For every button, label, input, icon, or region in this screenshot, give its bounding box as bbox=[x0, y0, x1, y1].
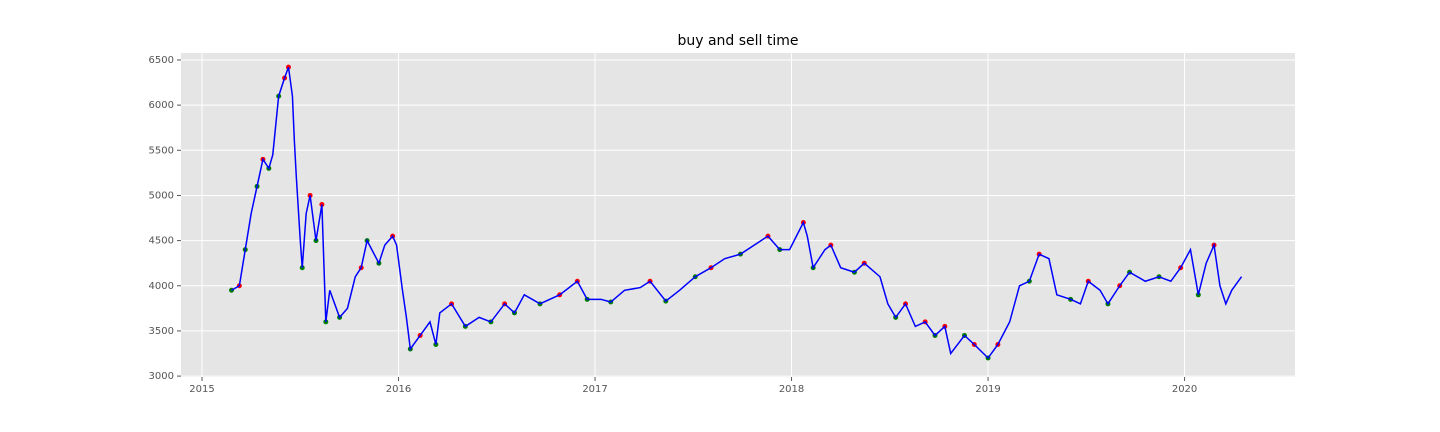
x-tick-label: 2016 bbox=[386, 384, 411, 395]
y-tick-label: 3500 bbox=[149, 326, 174, 337]
x-tick-label: 2017 bbox=[582, 384, 607, 395]
y-tick-label: 6000 bbox=[149, 100, 174, 111]
y-tick-label: 6500 bbox=[149, 55, 174, 66]
x-tick-label: 2019 bbox=[975, 384, 1000, 395]
plot-area bbox=[181, 53, 1295, 377]
price-line bbox=[231, 66, 1243, 360]
x-tick-label: 2020 bbox=[1172, 384, 1197, 395]
y-tick-label: 5000 bbox=[149, 190, 174, 201]
y-tick-label: 5500 bbox=[149, 145, 174, 156]
y-tick-label: 4000 bbox=[149, 281, 174, 292]
y-tick-label: 4500 bbox=[149, 236, 174, 247]
chart-title: buy and sell time bbox=[677, 33, 798, 49]
x-tick-label: 2018 bbox=[779, 384, 804, 395]
y-tick-label: 3000 bbox=[149, 371, 174, 382]
x-tick-label: 2015 bbox=[189, 384, 214, 395]
